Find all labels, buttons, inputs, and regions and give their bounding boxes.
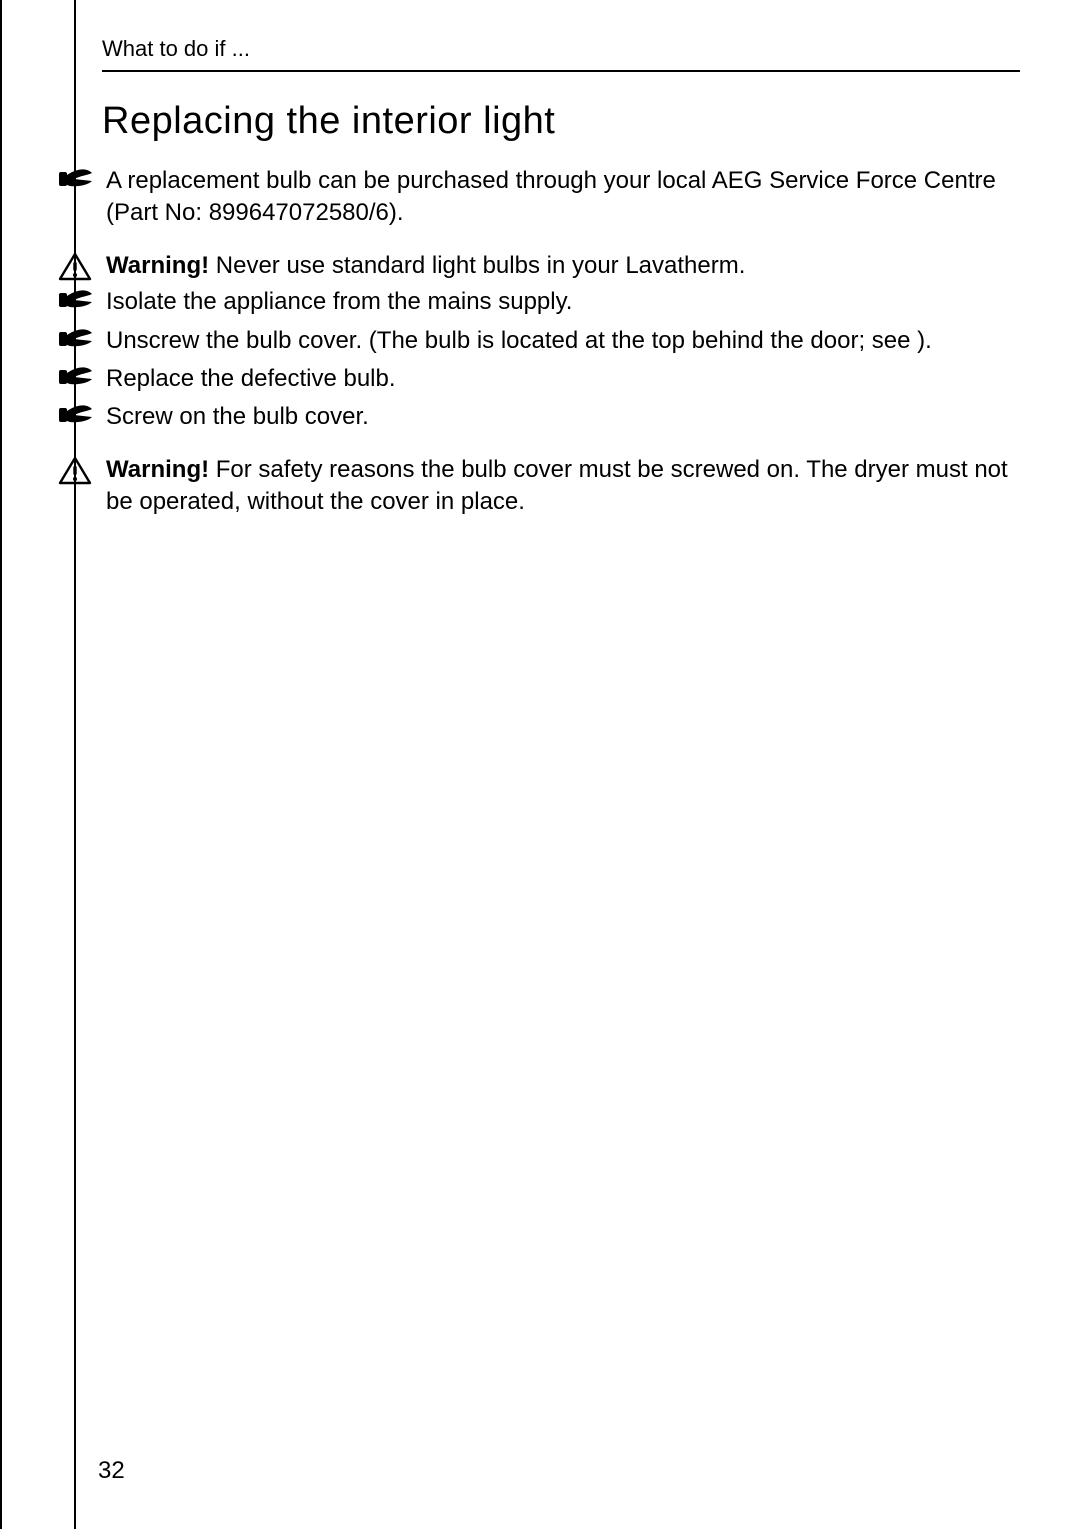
warning-item: Warning! Never use standard light bulbs … bbox=[102, 250, 1020, 282]
step-item: A replacement bulb can be purchased thro… bbox=[102, 165, 1020, 230]
warning-triangle-icon bbox=[58, 250, 106, 282]
step-text: Isolate the appliance from the mains sup… bbox=[106, 286, 1020, 318]
hand-pointer-icon bbox=[58, 286, 106, 312]
hand-pointer-icon bbox=[58, 325, 106, 351]
warning-lead: Warning! bbox=[106, 456, 209, 483]
warning-lead: Warning! bbox=[106, 252, 209, 279]
step-text: Replace the defective bulb. bbox=[106, 363, 1020, 395]
manual-page: What to do if ... Replacing the interior… bbox=[0, 0, 1080, 1529]
step-item: Screw on the bulb cover. bbox=[102, 401, 1020, 433]
step-text: A replacement bulb can be purchased thro… bbox=[106, 165, 1020, 230]
warning-body: Never use standard light bulbs in your L… bbox=[209, 252, 745, 279]
warning-item: Warning! For safety reasons the bulb cov… bbox=[102, 454, 1020, 519]
step-item: Isolate the appliance from the mains sup… bbox=[102, 286, 1020, 318]
hand-pointer-icon bbox=[58, 165, 106, 191]
step-text: Unscrew the bulb cover. (The bulb is loc… bbox=[106, 325, 1020, 357]
warning-triangle-icon bbox=[58, 454, 106, 486]
section-title: Replacing the interior light bbox=[102, 100, 1020, 143]
step-item: Replace the defective bulb. bbox=[102, 363, 1020, 395]
page-number: 32 bbox=[98, 1457, 125, 1485]
warning-text: Warning! For safety reasons the bulb cov… bbox=[106, 454, 1020, 519]
vertical-rule bbox=[74, 0, 76, 1529]
breadcrumb: What to do if ... bbox=[102, 36, 250, 61]
hand-pointer-icon bbox=[58, 401, 106, 427]
warning-body: For safety reasons the bulb cover must b… bbox=[106, 456, 1008, 515]
content-body: A replacement bulb can be purchased thro… bbox=[102, 165, 1020, 519]
warning-text: Warning! Never use standard light bulbs … bbox=[106, 250, 1020, 282]
step-text: Screw on the bulb cover. bbox=[106, 401, 1020, 433]
step-item: Unscrew the bulb cover. (The bulb is loc… bbox=[102, 325, 1020, 357]
page-header: What to do if ... bbox=[102, 36, 1020, 72]
hand-pointer-icon bbox=[58, 363, 106, 389]
